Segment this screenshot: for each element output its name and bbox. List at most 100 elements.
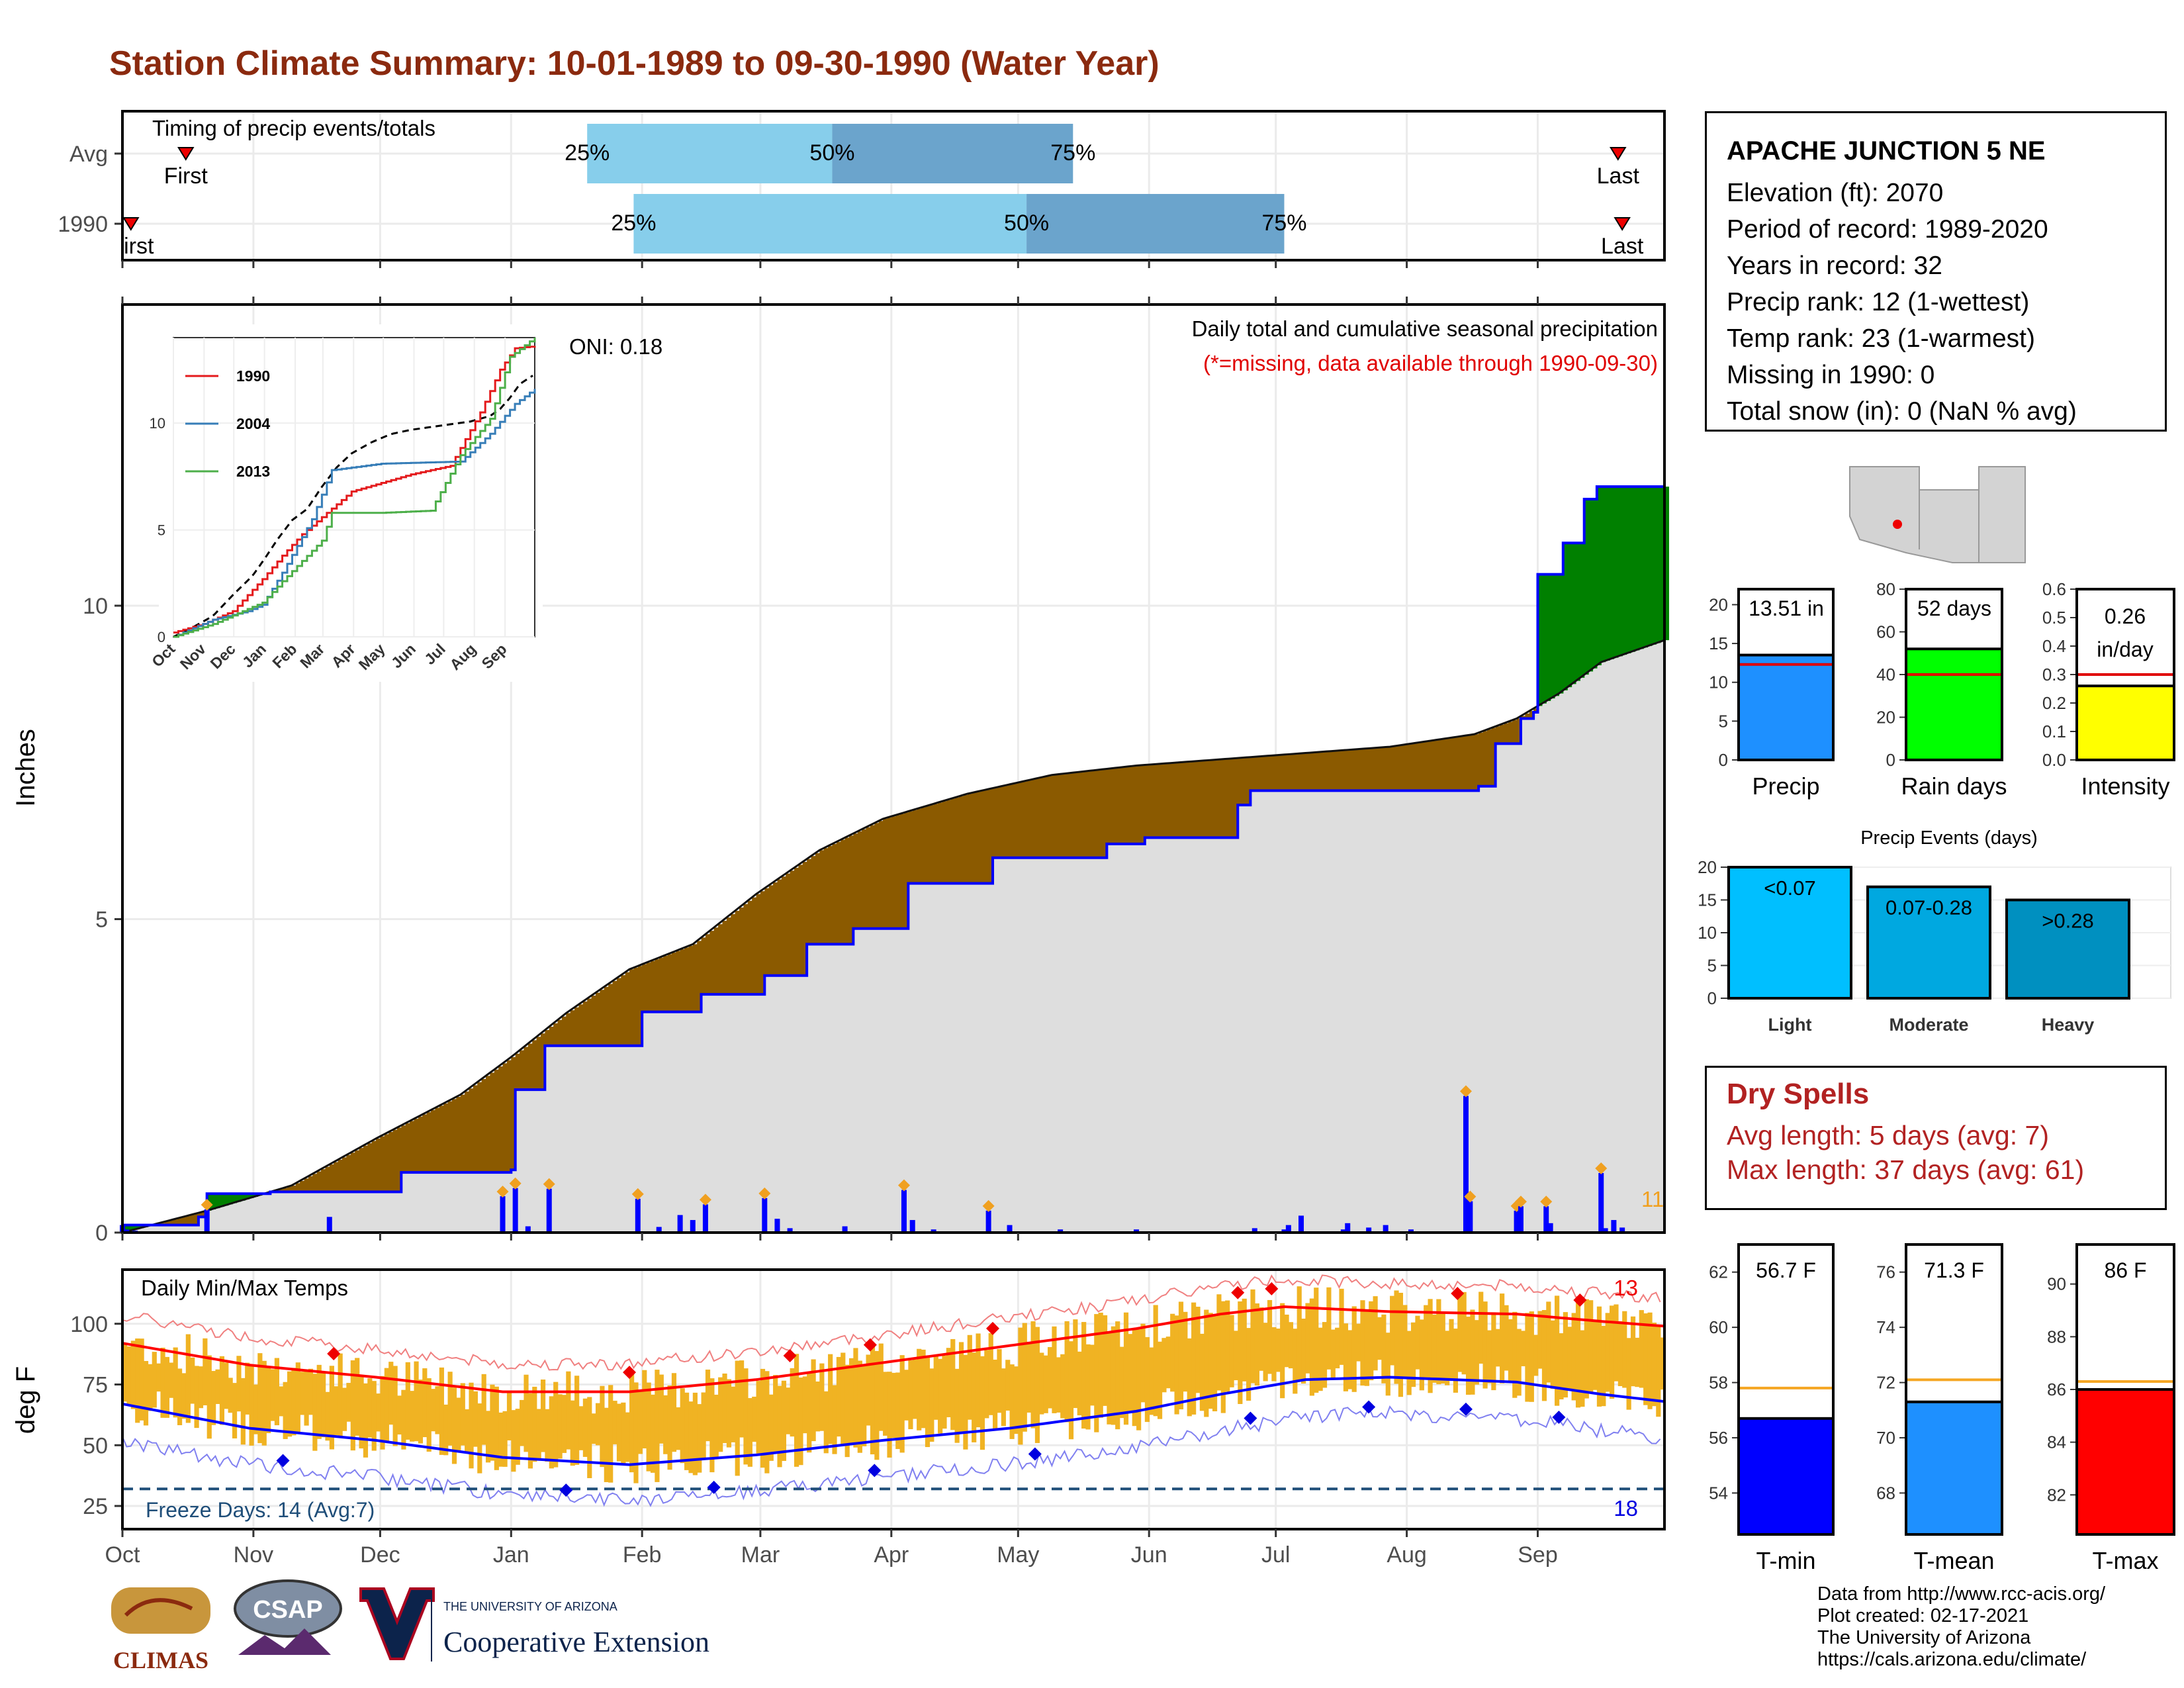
daily-temp-range-bar [1647,1312,1653,1409]
daily-temp-range-bar [443,1404,449,1456]
timing-row-label: Avg [69,142,108,167]
daily-temp-range-bar [502,1411,508,1467]
daily-temp-range-bar [1419,1319,1424,1391]
daily-precip-bar [525,1226,531,1233]
daily-precip-bar [690,1220,696,1233]
inset-ytick-label: 0 [158,629,165,645]
temp-panel-title: Daily Min/Max Temps [141,1276,348,1300]
daily-temp-range-bar [735,1360,740,1476]
daily-temp-range-bar [1474,1320,1479,1385]
daily-temp-range-bar [764,1371,770,1474]
daily-temp-range-bar [1111,1326,1116,1425]
daily-temp-range-bar [1541,1310,1547,1401]
daily-temp-range-bar [912,1359,917,1419]
ua-logo-small-text: THE UNIVERSITY OF ARIZONA [443,1600,617,1613]
precip-total-label: 13.51 in [1749,596,1824,620]
record-high-marker [623,1366,637,1380]
daily-temp-range-bar [1559,1333,1564,1399]
daily-temp-range-bar [481,1374,486,1445]
climas-logo-text: CLIMAS [113,1647,208,1673]
daily-temp-range-bar [1486,1330,1492,1383]
daily-temp-range-bar [1039,1352,1044,1415]
temp-summary-label: 86 F [2104,1258,2146,1282]
avg-max-line [122,1305,1665,1393]
last-label: Last [1601,234,1644,259]
daily-temp-range-bar [1187,1338,1192,1417]
heavy-event-marker [1540,1196,1553,1208]
mini-ytick-label: 80 [1876,579,1895,599]
inset-legend-label: 2013 [236,463,270,480]
daily-temp-range-bar [979,1356,985,1450]
temp-ytick-label: 75 [83,1373,108,1398]
daily-temp-range-bar [1394,1290,1399,1384]
daily-precip-bar [985,1210,991,1233]
daily-temp-range-bar [1381,1314,1387,1383]
daily-temp-range-bar [1199,1333,1205,1411]
daily-temp-range-bar [807,1372,812,1453]
daily-temp-range-bar [465,1409,470,1453]
daily-temp-range-bar [756,1381,761,1454]
events-ytick-label: 10 [1698,923,1717,943]
mini-ytick-label: 70 [1876,1428,1895,1448]
daily-temp-range-bar [578,1406,584,1450]
daily-precip-bar [842,1226,848,1233]
daily-temp-range-bar [1601,1325,1606,1407]
daily-temp-range-bar [1440,1313,1445,1383]
daily-temp-range-bar [958,1342,964,1434]
daily-precip-bar [1281,1229,1287,1233]
daily-temp-range-bar [988,1333,993,1415]
daily-temp-range-bar [1495,1329,1500,1367]
daily-temp-range-bar [1500,1293,1505,1383]
daily-precip-bar [1602,1228,1608,1233]
month-label: Oct [105,1542,140,1568]
daily-precip-bar [1467,1201,1473,1233]
daily-temp-range-bar [722,1373,727,1443]
daily-temp-range-bar [164,1356,170,1418]
daily-temp-range-bar [1060,1354,1066,1419]
mini-ytick-label: 82 [2047,1485,2066,1505]
daily-temp-range-bar [1089,1344,1095,1406]
daily-temp-range-bar [963,1354,968,1450]
heavy-event-marker [631,1188,644,1200]
mini-category-label: T-max [2092,1547,2158,1574]
daily-precip-bar [901,1190,907,1233]
daily-temp-range-bar [1449,1319,1454,1379]
daily-temp-range-bar [1546,1301,1551,1383]
footer-url: https://cals.arizona.edu/climate/ [1817,1649,2087,1670]
daily-temp-range-bar [1275,1329,1281,1372]
daily-temp-range-bar [625,1412,630,1462]
daily-temp-range-bar [1596,1306,1602,1407]
daily-temp-range-bar [1225,1300,1230,1392]
daily-precip-bar [1408,1229,1414,1233]
daily-temp-range-bar [401,1389,406,1450]
record-high-marker [1573,1293,1587,1307]
daily-temp-range-bar [346,1383,351,1422]
daily-temp-range-bar [870,1343,876,1455]
daily-temp-range-bar [942,1356,947,1429]
inset-legend-label: 2004 [236,415,270,432]
daily-precip-bar [656,1227,662,1233]
heavy-event-marker [982,1199,995,1212]
daily-temp-range-bar [380,1376,385,1450]
mini-ytick-label: 54 [1709,1483,1728,1503]
temp-summary-label: 71.3 F [1924,1258,1984,1282]
dry-spells-title: Dry Spells [1727,1078,1870,1110]
daily-temp-range-bar [367,1378,373,1438]
daily-temp-range-bar [240,1378,246,1445]
daily-temp-range-bar [1457,1295,1463,1372]
daily-temp-range-bar [447,1372,453,1446]
mini-ytick-label: 74 [1876,1317,1895,1337]
intensity-unit-label: in/day [2097,637,2153,661]
record-low-count: 18 [1614,1496,1638,1521]
heavy-event-marker [758,1187,771,1199]
daily-temp-range-bar [1580,1330,1585,1407]
event-bar [1866,885,1991,1000]
event-bar-label: <0.07 [1764,876,1815,900]
temp-panel-frame [121,1268,1666,1530]
daily-temp-range-bar [308,1368,314,1415]
station-name: APACHE JUNCTION 5 NE [1727,136,2046,165]
daily-temp-range-bar [1077,1351,1082,1416]
last-marker [1609,147,1627,161]
daily-temp-range-bar [823,1391,829,1454]
daily-temp-range-bar [1516,1329,1522,1396]
